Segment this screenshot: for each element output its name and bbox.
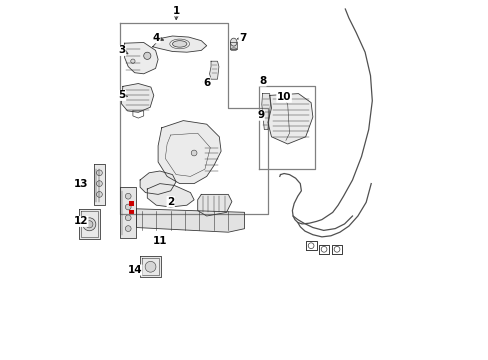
Bar [128, 201, 133, 206]
Polygon shape [267, 94, 312, 144]
Polygon shape [120, 187, 136, 238]
Polygon shape [136, 209, 244, 232]
Polygon shape [140, 171, 176, 194]
Polygon shape [121, 84, 153, 112]
Text: 7: 7 [239, 33, 246, 43]
Ellipse shape [230, 38, 237, 46]
Polygon shape [140, 256, 161, 277]
Text: 5: 5 [118, 90, 125, 100]
Text: 8: 8 [258, 76, 265, 86]
Circle shape [125, 193, 131, 199]
Polygon shape [197, 194, 231, 216]
Circle shape [145, 261, 156, 272]
Polygon shape [261, 94, 270, 130]
Polygon shape [79, 209, 100, 239]
Circle shape [96, 181, 102, 186]
Circle shape [96, 170, 102, 176]
Polygon shape [94, 164, 104, 205]
Text: 11: 11 [152, 236, 167, 246]
Polygon shape [147, 184, 194, 207]
Circle shape [82, 218, 96, 231]
Text: 14: 14 [127, 265, 142, 275]
Polygon shape [209, 61, 219, 79]
Circle shape [125, 215, 131, 221]
Text: 2: 2 [167, 197, 174, 207]
Polygon shape [152, 36, 206, 52]
Text: 12: 12 [73, 216, 88, 226]
Text: 4: 4 [152, 33, 160, 43]
Text: 1: 1 [172, 6, 180, 16]
Circle shape [130, 59, 135, 63]
Circle shape [125, 204, 131, 210]
Ellipse shape [172, 41, 186, 47]
Bar [128, 210, 133, 215]
Polygon shape [158, 121, 221, 184]
Circle shape [85, 221, 93, 228]
Ellipse shape [230, 48, 237, 51]
Text: 6: 6 [203, 78, 210, 88]
Polygon shape [124, 42, 158, 74]
Text: 9: 9 [257, 110, 264, 120]
Text: 3: 3 [118, 45, 125, 55]
Circle shape [143, 52, 151, 59]
Text: 13: 13 [73, 179, 88, 189]
Circle shape [96, 192, 102, 197]
Circle shape [191, 150, 197, 156]
Circle shape [125, 226, 131, 231]
Polygon shape [230, 42, 237, 49]
Text: 10: 10 [276, 92, 291, 102]
